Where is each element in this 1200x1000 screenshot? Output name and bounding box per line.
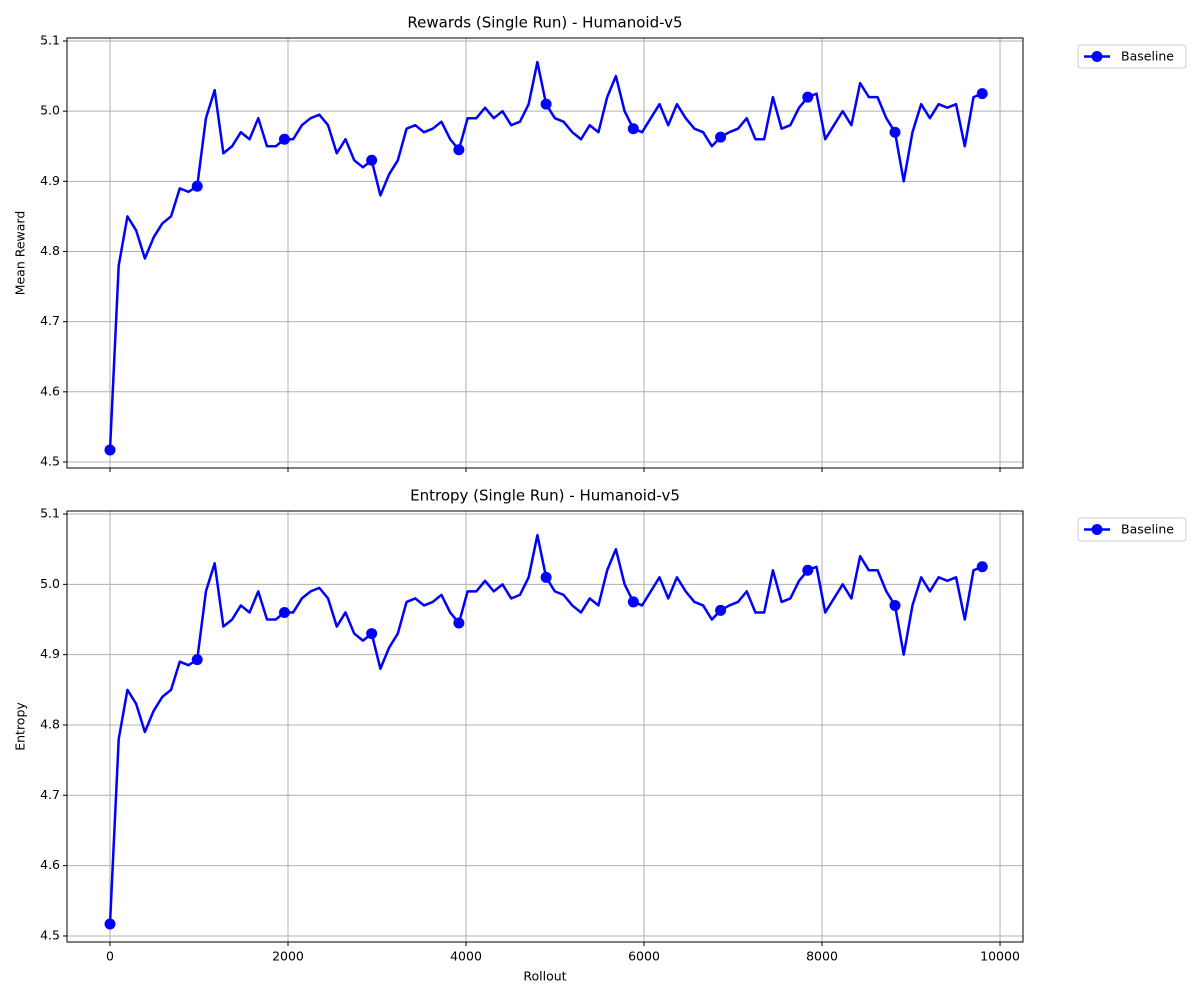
y-tick-label: 5.0 — [40, 576, 60, 591]
legend-marker — [1091, 524, 1103, 535]
x-tick-label: 8000 — [806, 949, 838, 964]
y-tick-label: 4.8 — [40, 716, 60, 731]
data-marker — [976, 88, 988, 100]
data-marker — [104, 918, 116, 930]
x-axis-label: Rollout — [523, 969, 566, 984]
data-marker — [453, 617, 465, 629]
plot-frame — [66, 510, 1024, 943]
chart-title: Entropy (Single Run) - Humanoid-v5 — [410, 487, 680, 505]
y-tick-label: 5.0 — [40, 103, 60, 118]
legend-marker — [1091, 51, 1103, 62]
y-tick-label: 4.7 — [40, 787, 60, 802]
plot-frame — [66, 37, 1024, 469]
y-axis-label: Entropy — [13, 702, 28, 751]
x-tick-label: 10000 — [980, 949, 1020, 964]
x-tick-label: 0 — [106, 949, 114, 964]
data-marker — [366, 628, 378, 640]
data-marker — [278, 133, 290, 145]
data-marker — [191, 654, 203, 666]
y-tick-label: 5.1 — [40, 506, 60, 521]
data-marker — [715, 604, 727, 616]
data-marker — [889, 126, 901, 138]
y-tick-label: 4.8 — [40, 243, 60, 258]
data-marker — [802, 564, 814, 576]
data-marker — [976, 561, 988, 573]
x-tick-label: 4000 — [450, 949, 482, 964]
data-marker — [191, 180, 203, 192]
x-tick-label: 2000 — [272, 949, 304, 964]
y-tick-label: 4.5 — [40, 453, 60, 468]
data-marker — [366, 154, 378, 166]
data-marker — [453, 144, 465, 156]
y-tick-label: 4.6 — [40, 857, 60, 872]
y-tick-label: 4.6 — [40, 383, 60, 398]
data-marker — [627, 596, 639, 608]
data-marker — [802, 91, 814, 103]
legend-box — [1077, 44, 1187, 69]
data-marker — [715, 131, 727, 143]
legend-label: Baseline — [1121, 522, 1174, 537]
data-marker — [540, 98, 552, 110]
y-tick-label: 4.7 — [40, 313, 60, 328]
x-tick-label: 6000 — [628, 949, 660, 964]
data-marker — [104, 444, 116, 456]
data-marker — [889, 599, 901, 611]
y-tick-label: 4.9 — [40, 646, 60, 661]
y-axis-label: Mean Reward — [13, 211, 28, 296]
y-tick-label: 4.5 — [40, 927, 60, 942]
y-tick-label: 5.1 — [40, 33, 60, 48]
chart-title: Rewards (Single Run) - Humanoid-v5 — [407, 14, 682, 32]
data-marker — [540, 571, 552, 583]
y-tick-label: 4.9 — [40, 173, 60, 188]
data-marker — [627, 123, 639, 135]
data-marker — [278, 606, 290, 618]
legend-box — [1077, 517, 1187, 542]
legend-label: Baseline — [1121, 49, 1174, 64]
